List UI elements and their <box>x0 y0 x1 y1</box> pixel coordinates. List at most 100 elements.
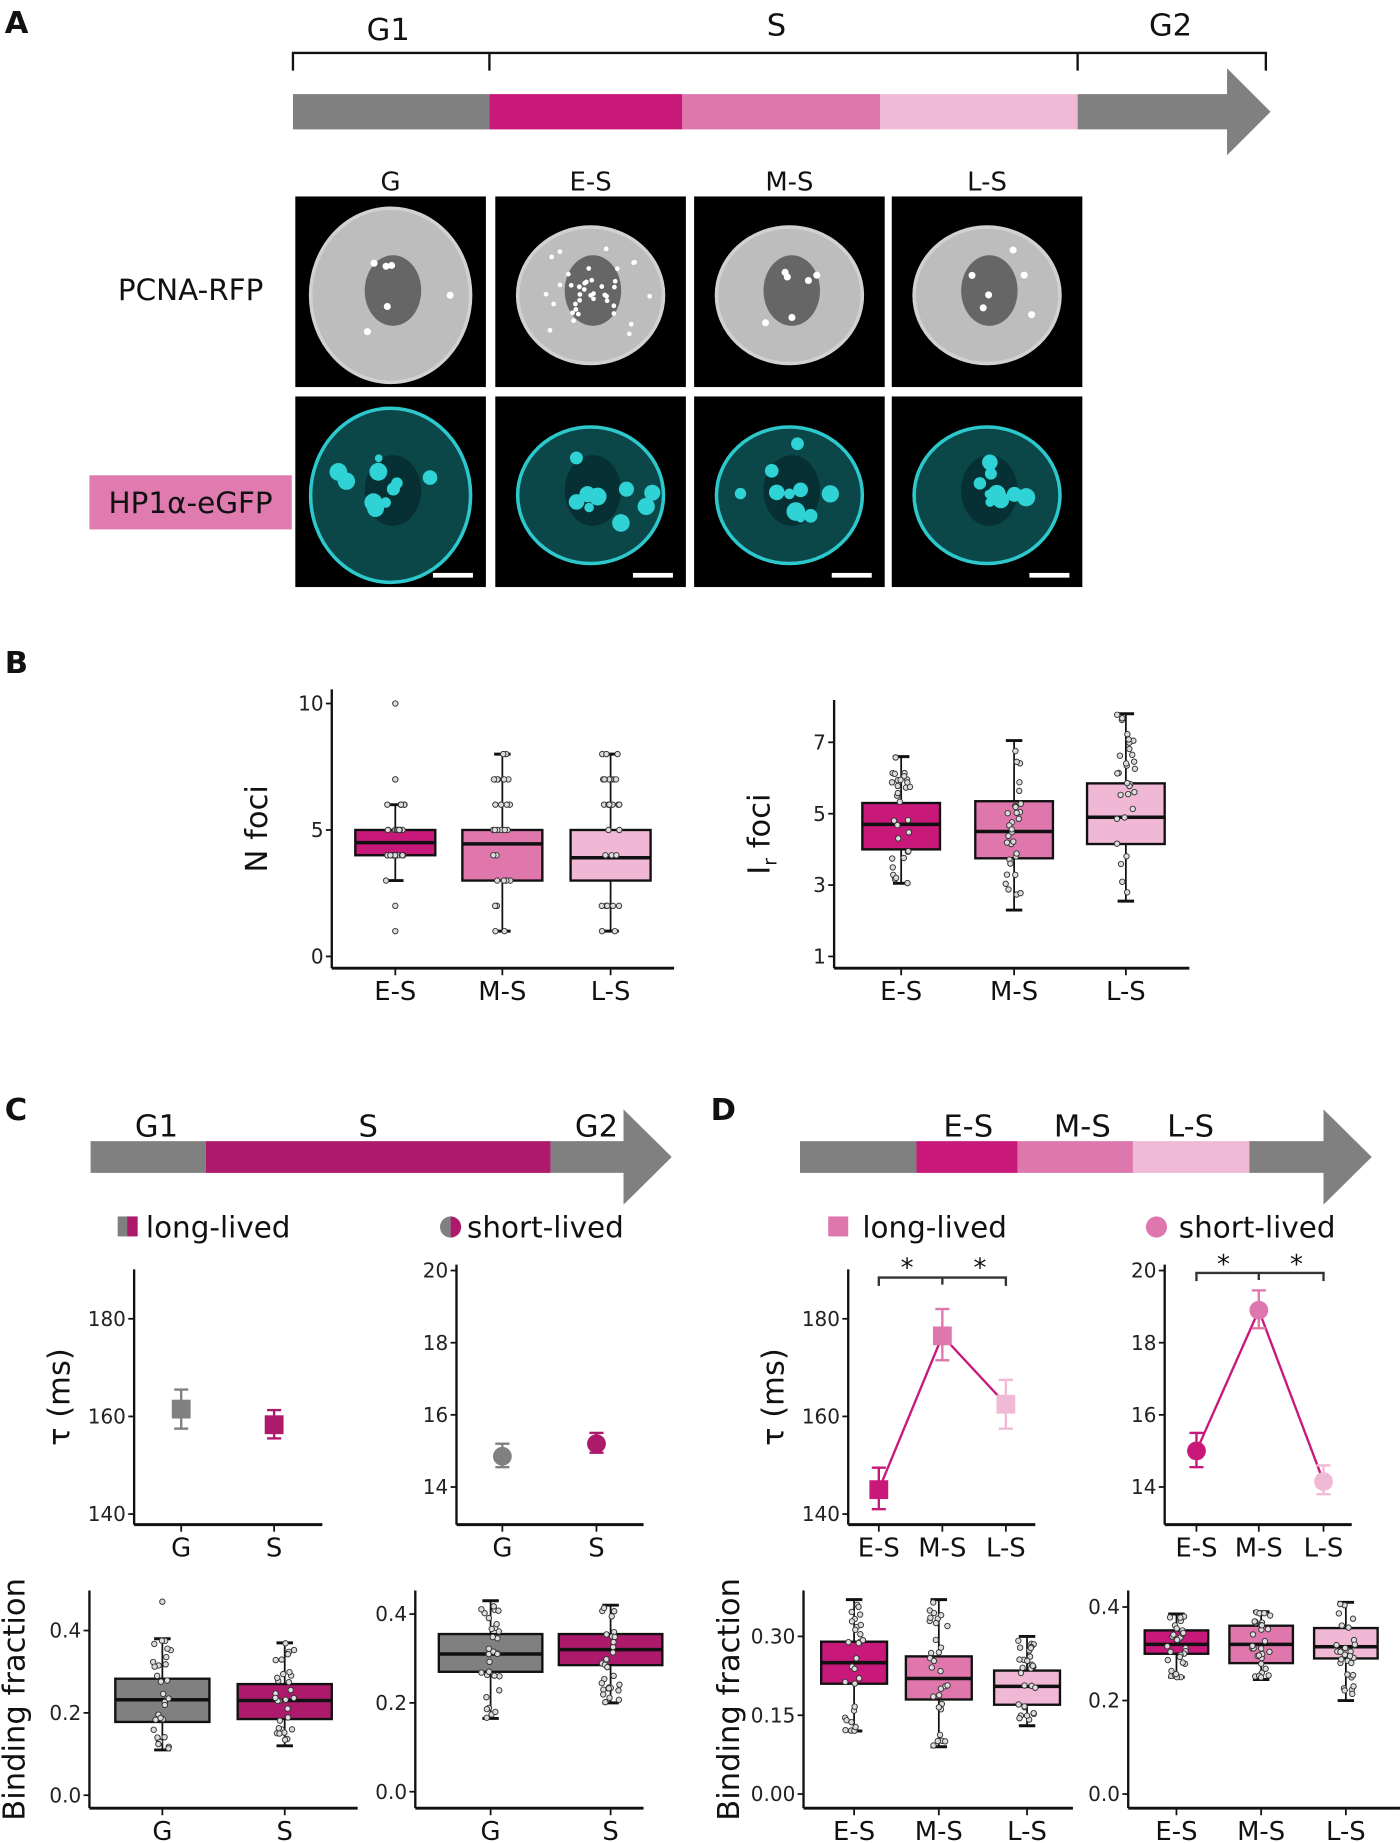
data-point <box>1017 890 1024 897</box>
data-point <box>155 1740 162 1748</box>
x-tick-label: L-S <box>591 977 631 1007</box>
data-point <box>604 902 611 910</box>
data-point <box>1345 1624 1352 1631</box>
data-point <box>490 776 498 783</box>
timeline-g1-segment <box>799 1141 917 1173</box>
data-point <box>1249 1631 1257 1638</box>
focus <box>577 297 582 303</box>
focus <box>370 259 378 267</box>
significance-short: * * <box>1195 1250 1325 1282</box>
data-point <box>162 1661 169 1668</box>
data-point <box>842 1726 849 1734</box>
data-point <box>602 1699 609 1706</box>
data-point <box>1113 711 1121 718</box>
data-point <box>927 1649 935 1657</box>
data-point <box>856 1611 864 1618</box>
y-tick-label: 0.4 <box>375 1602 407 1626</box>
data-point <box>1164 1656 1172 1664</box>
data-point <box>892 874 900 882</box>
data-point <box>151 1663 158 1670</box>
data-point <box>1123 889 1131 896</box>
data-point <box>610 1672 617 1680</box>
data-point <box>486 1658 493 1665</box>
panel-c-timeline: G1 S G2 <box>90 1109 672 1205</box>
square-marker <box>932 1326 952 1346</box>
data-point <box>937 1644 945 1651</box>
data-point <box>1013 850 1020 857</box>
significance-star: * <box>1290 1250 1303 1280</box>
focus <box>569 451 583 465</box>
data-point <box>1125 736 1132 743</box>
circle-marker <box>1249 1300 1269 1320</box>
data-point <box>600 1604 608 1612</box>
data-point <box>900 773 908 780</box>
panel-label-d: D <box>711 1093 736 1128</box>
data-point <box>1003 839 1011 846</box>
row-label-hp1-background <box>89 475 292 530</box>
point-M-S <box>1249 1289 1269 1330</box>
data-point <box>494 1650 501 1658</box>
data-point <box>1342 1644 1349 1652</box>
data-point <box>852 1723 859 1731</box>
data-point <box>930 1693 937 1700</box>
data-point <box>158 1637 166 1644</box>
significance-long: * * <box>877 1253 1008 1286</box>
focus <box>568 282 574 288</box>
data-point <box>495 1607 502 1614</box>
data-point <box>276 1730 283 1737</box>
data-point <box>606 1694 613 1701</box>
data-point <box>396 826 403 834</box>
data-point <box>1258 1660 1265 1667</box>
data-point <box>1346 1652 1354 1660</box>
outlier-point <box>392 700 399 707</box>
data-point <box>1024 1657 1031 1665</box>
data-point <box>1114 770 1121 777</box>
y-tick-label: 0.4 <box>1088 1595 1120 1619</box>
x-tick-label: G <box>481 1817 501 1843</box>
data-point <box>904 779 911 786</box>
y-tick-label: 3 <box>813 873 826 897</box>
data-point <box>894 789 902 797</box>
microscopy-image <box>295 396 486 588</box>
data-point <box>282 1696 289 1703</box>
panel-a-images <box>295 196 1083 588</box>
y-tick-label: 20 <box>423 1259 448 1283</box>
data-point <box>900 854 907 862</box>
data-point <box>927 1614 934 1621</box>
data-point <box>285 1678 293 1686</box>
microscopy-image <box>694 396 885 588</box>
data-point <box>1032 1684 1039 1691</box>
focus <box>813 271 821 279</box>
row-label-hp1: HP1α-eGFP <box>109 486 273 520</box>
data-point <box>1130 758 1138 765</box>
data-point <box>478 1669 485 1676</box>
y-tick-label: 180 <box>88 1307 126 1331</box>
data-point <box>894 821 901 829</box>
data-point <box>1005 832 1012 840</box>
data-point <box>614 750 621 758</box>
square-marker <box>171 1399 191 1419</box>
y-tick-label: 18 <box>423 1331 448 1355</box>
data-point <box>605 826 612 834</box>
data-point <box>936 1731 944 1739</box>
data-point <box>492 801 499 808</box>
data-point <box>488 1625 495 1633</box>
data-point <box>1004 810 1011 817</box>
panel-c-legend: long-lived short-lived <box>117 1211 624 1245</box>
data-point <box>905 829 913 836</box>
data-point <box>1349 1690 1356 1698</box>
y-tick-label: 0.2 <box>375 1691 407 1715</box>
phase-label-g2: G2 <box>1149 8 1192 43</box>
focus <box>1006 486 1022 502</box>
data-point <box>1016 1715 1023 1722</box>
data-point <box>855 1603 862 1611</box>
data-point <box>495 1628 502 1635</box>
focus <box>644 484 661 501</box>
data-point <box>501 927 508 935</box>
focus <box>632 259 637 265</box>
data-point <box>937 1667 944 1675</box>
data-point <box>282 1640 289 1647</box>
data-point <box>611 1608 618 1615</box>
chart-c_bf_long: 0.0 0.2 0.4 G S Binding fraction <box>0 1578 358 1843</box>
focus <box>612 278 618 284</box>
